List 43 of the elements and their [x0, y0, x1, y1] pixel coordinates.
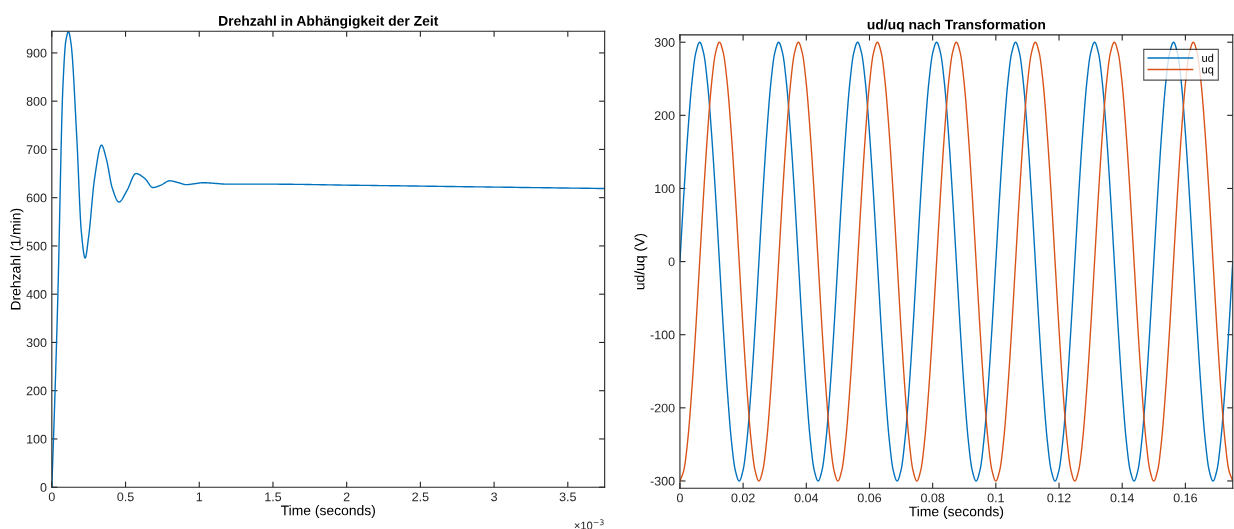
- y-tick-label: 500: [26, 241, 47, 251]
- x-tick-label: 2.5: [412, 492, 429, 502]
- y-tick-label: 300: [26, 338, 47, 348]
- x-tick-label: 0.5: [117, 492, 134, 502]
- y-tick-label: -300: [650, 476, 675, 486]
- x-tick-label: 0.06: [857, 493, 882, 503]
- y-tick-label: 200: [26, 386, 47, 396]
- y-tick-label: 800: [26, 96, 47, 106]
- y-axis-title: Drehzahl (1/min): [10, 208, 24, 310]
- y-axis-title: ud/uq (V): [634, 233, 648, 290]
- x-tick-label: 3: [491, 492, 498, 502]
- y-tick-label: 900: [26, 48, 47, 58]
- x-tick-label: 1: [196, 492, 203, 502]
- x-tick-label: 0.14: [1110, 493, 1134, 503]
- x-tick-label: 0: [48, 492, 55, 502]
- y-tick-label: -200: [650, 403, 675, 413]
- y-tick-label: 600: [26, 193, 47, 203]
- legend-label: uq: [1202, 67, 1214, 76]
- y-tick-label: 700: [26, 145, 47, 155]
- y-tick-label: 100: [655, 184, 675, 194]
- y-tick-label: 400: [26, 289, 47, 299]
- y-tick-label: 0: [668, 257, 675, 267]
- x-tick-label: 0.1: [987, 493, 1004, 503]
- x-axis-title: Time (seconds): [909, 506, 1004, 520]
- text: ×10$^{−3}$: [574, 519, 604, 529]
- legend-label: ud: [1202, 53, 1214, 62]
- y-tick-label: 300: [654, 38, 675, 47]
- x-tick-label: 3.5: [559, 492, 576, 502]
- chart-title: Drehzahl in Abhängigkeit der Zeit: [219, 15, 439, 29]
- x-tick-label: 0.12: [1047, 493, 1071, 503]
- x-tick-label: 0: [676, 493, 683, 503]
- x-tick-label: 0.16: [1173, 493, 1197, 503]
- x-tick-label: 1.5: [265, 492, 282, 502]
- chart-title: ud/uq nach Transformation: [867, 19, 1046, 33]
- x-tick-label: 0.02: [731, 493, 755, 503]
- x-tick-label: 0.08: [920, 493, 945, 503]
- y-tick-label: 0: [40, 483, 47, 492]
- y-tick-label: 200: [654, 111, 675, 120]
- x-axis-title: Time (seconds): [280, 505, 375, 519]
- y-tick-label: -100: [650, 330, 675, 340]
- y-tick-label: 100: [27, 434, 47, 444]
- x-tick-label: 0.04: [794, 493, 819, 503]
- x-tick-label: 2: [343, 492, 350, 502]
